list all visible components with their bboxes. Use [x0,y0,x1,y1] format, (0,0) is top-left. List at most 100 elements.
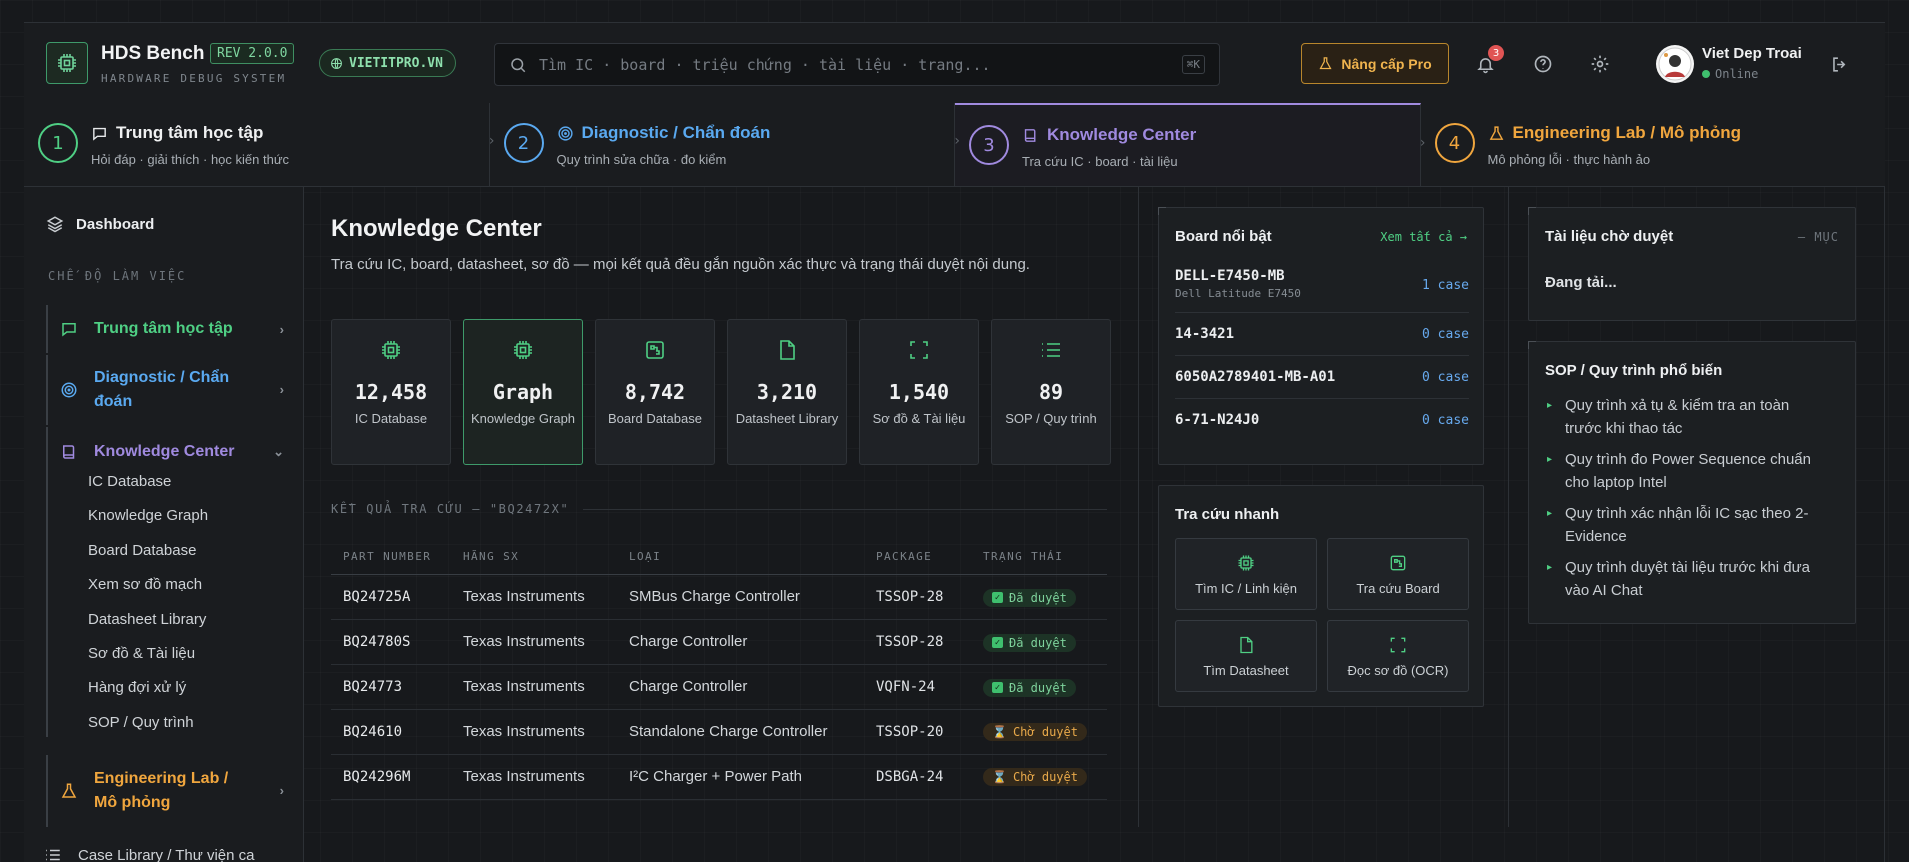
file-icon [1240,636,1253,654]
sidebar-subitem-schematic-viewer[interactable]: Xem sơ đồ mạch [88,576,203,593]
online-dot [1702,70,1710,78]
board-name: 14-3421 [1175,326,1235,342]
help-button[interactable] [1528,49,1558,79]
button-label: Đọc sơ đồ (OCR) [1347,663,1449,678]
step-number: 2 [503,123,544,163]
panel-title: SOP / Quy trình phổ biến [1545,362,1723,379]
view-all-link[interactable]: Xem tất cả → [1380,230,1467,244]
check-icon: ✓ [992,637,1003,648]
table-row[interactable]: BQ24610 Texas Instruments Standalone Cha… [331,709,1107,755]
step-title: Knowledge Center [1047,125,1197,144]
board-row[interactable]: 6-71-N24J0 0 case [1175,399,1469,442]
manufacturer: Texas Instruments [451,709,617,755]
sidebar-item-engineering-lab[interactable]: Engineering Lab / Mô phỏng › [46,755,294,827]
avatar[interactable] [1656,45,1694,83]
scan-icon [910,341,928,359]
sidebar-subitem-board-database[interactable]: Board Database [88,542,197,559]
flask-icon [61,783,77,798]
brand-subtitle: HARDWARE DEBUG SYSTEM [101,72,287,85]
table-row[interactable]: BQ24773 Texas Instruments Charge Control… [331,664,1107,710]
table-row[interactable]: BQ24725A Texas Instruments SMBus Charge … [331,574,1107,620]
board-row[interactable]: 6050A2789401-MB-A01 0 case [1175,356,1469,399]
hourglass-icon: ⌛ [992,769,1007,784]
panel-title: Board nổi bật [1175,228,1272,245]
column-header[interactable]: TRẠNG THÁI [971,539,1107,575]
sidebar-item-label: Trung tâm học tập [94,320,233,337]
sidebar-subitem-ic-database[interactable]: IC Database [88,473,172,490]
card-schematics-docs[interactable]: 1,540 Sơ đồ & Tài liệu [859,319,979,465]
card-ic-database[interactable]: 12,458 IC Database [331,319,451,465]
sidebar-subitem-sop[interactable]: SOP / Quy trình [88,714,194,731]
column-header[interactable]: PART NUMBER [331,539,451,575]
stat-cards: 12,458 IC Database Graph Knowledge Graph… [331,319,1111,465]
card-sop[interactable]: 89 SOP / Quy trình [991,319,1111,465]
package: TSSOP-28 [864,619,971,665]
status-badge: ⌛ Chờ duyệt [983,722,1087,741]
table-row[interactable]: BQ24296M Texas Instruments I²C Charger +… [331,754,1107,800]
step-knowledge[interactable]: 3 Knowledge Center Tra cứu IC · board · … [955,103,1426,186]
status-badge: ✓ Đã duyệt [983,678,1076,697]
book-icon [1024,128,1036,142]
flask-icon [1319,57,1332,70]
sidebar-item-diagnostic[interactable]: Diagnostic / Chẩn đoán › [46,355,294,425]
sidebar-item-dashboard[interactable]: Dashboard [46,215,154,233]
site-link[interactable]: VIETITPRO.VN [319,49,456,77]
sop-item[interactable]: ▸ Quy trình đo Power Sequence chuẩn cho l… [1545,448,1815,494]
sidebar-subitem-processing-queue[interactable]: Hàng đợi xử lý [88,679,187,696]
upgrade-button[interactable]: Nâng cấp Pro [1301,43,1449,84]
sidebar-item-knowledge[interactable]: Knowledge Center ⌄ [46,427,294,477]
column-header[interactable]: PACKAGE [864,539,971,575]
board-name: 6050A2789401-MB-A01 [1175,369,1336,385]
notifications-button[interactable]: 3 [1470,45,1504,79]
step-subtitle: Tra cứu IC · board · tài liệu [1022,154,1178,169]
sop-item[interactable]: ▸ Quy trình duyệt tài liệu trước khi đưa … [1545,556,1815,602]
part-number: BQ24773 [331,664,451,710]
card-datasheet-library[interactable]: 3,210 Datasheet Library [727,319,847,465]
column-header[interactable]: LOẠI [617,539,864,575]
sidebar-item-learning[interactable]: Trung tâm học tập › [46,304,294,354]
status-badge: ⌛ Chờ duyệt [983,767,1087,786]
step-diagnostic[interactable]: 2 Diagnostic / Chẩn đoán Quy trình sửa c… [490,103,960,186]
sidebar-subitem-datasheet-library[interactable]: Datasheet Library [88,611,207,628]
ic-type: Charge Controller [617,664,864,710]
manufacturer: Texas Instruments [451,574,617,620]
board-name: DELL-E7450-MB [1175,268,1285,284]
board-case-count: 0 case [1422,370,1469,385]
bullet-icon: ▸ [1547,508,1553,519]
workflow-steps: 1 Trung tâm học tập Hỏi đáp · giải thích… [24,103,1885,187]
column-header[interactable]: HÃNG SX [451,539,617,575]
sop-item[interactable]: ▸ Quy trình xả tụ & kiểm tra an toàn trướ… [1545,394,1815,440]
package: TSSOP-28 [864,574,971,620]
file-icon [780,340,795,360]
sidebar-item-case-library[interactable]: Case Library / Thư viện ca [44,843,292,862]
settings-button[interactable] [1585,49,1615,79]
version-badge: REV 2.0.0 [210,43,295,64]
table-row[interactable]: BQ24780S Texas Instruments Charge Contro… [331,619,1107,665]
board-icon [646,341,664,359]
search-input[interactable] [539,55,1129,74]
pending-count: — MỤC [1797,230,1839,244]
board-model: Dell Latitude E7450 [1175,287,1301,300]
find-datasheet-button[interactable]: Tìm Datasheet [1175,620,1317,692]
card-knowledge-graph[interactable]: Graph Knowledge Graph [463,319,583,465]
top-header: HDS Bench REV 2.0.0 HARDWARE DEBUG SYSTE… [24,22,1885,104]
loading-text: Đang tải... [1545,274,1617,291]
step-engineering-lab[interactable]: 4 Engineering Lab / Mô phỏng Mô phỏng lỗ… [1421,103,1886,186]
logout-button[interactable] [1824,49,1854,79]
logo-chip-icon[interactable] [46,42,88,84]
sidebar-subitem-schematics-docs[interactable]: Sơ đồ & Tài liệu [88,645,196,662]
step-learning[interactable]: 1 Trung tâm học tập Hỏi đáp · giải thích… [24,103,495,186]
board-row[interactable]: 14-3421 0 case [1175,313,1469,356]
board-lookup-button[interactable]: Tra cứu Board [1327,538,1469,610]
board-case-count: 0 case [1422,413,1469,428]
sidebar-subitem-knowledge-graph[interactable]: Knowledge Graph [88,507,209,524]
global-search[interactable]: ⌘K [494,43,1220,86]
results-table: PART NUMBER HÃNG SX LOẠI PACKAGE TRẠNG T… [331,539,1107,800]
ic-type: Standalone Charge Controller [617,709,864,755]
find-ic-button[interactable]: Tìm IC / Linh kiện [1175,538,1317,610]
status-badge: ✓ Đã duyệt [983,588,1076,607]
board-row[interactable]: DELL-E7450-MB Dell Latitude E7450 1 case [1175,268,1469,313]
card-board-database[interactable]: 8,742 Board Database [595,319,715,465]
sop-item[interactable]: ▸ Quy trình xác nhận lỗi IC sạc theo 2-Ev… [1545,502,1815,548]
ocr-schematic-button[interactable]: Đọc sơ đồ (OCR) [1327,620,1469,692]
